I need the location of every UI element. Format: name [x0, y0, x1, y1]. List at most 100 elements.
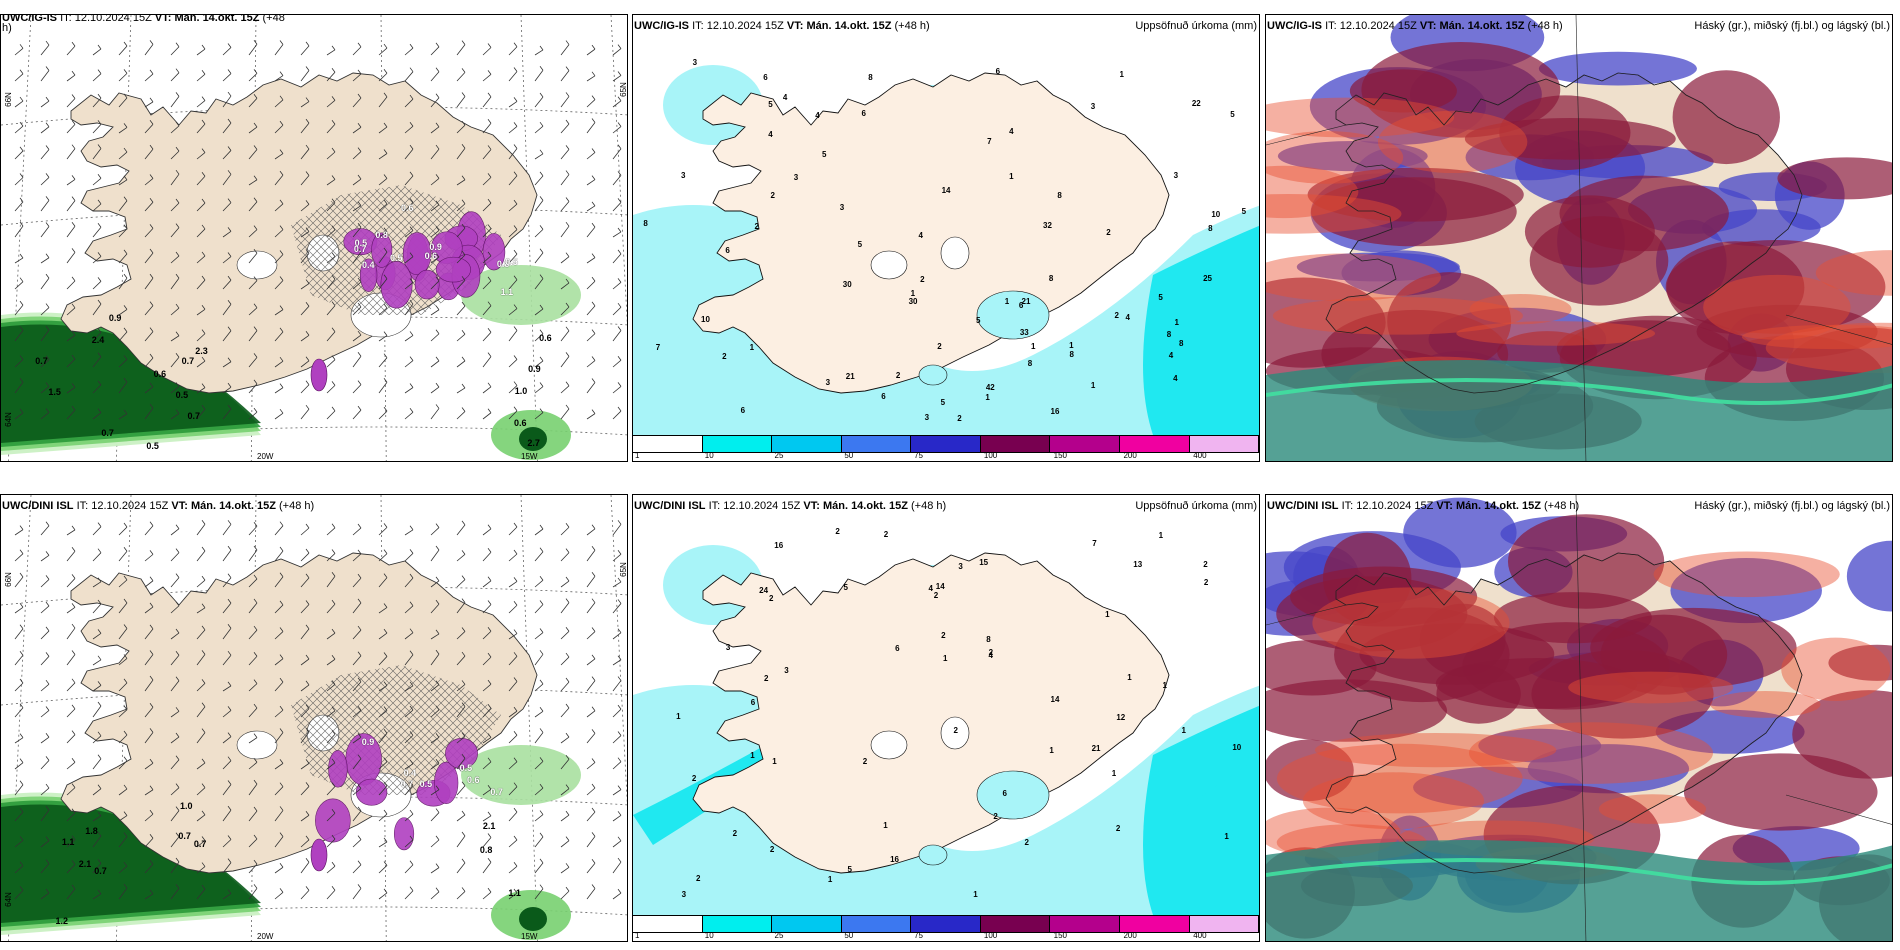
accum-value-label: 2	[732, 829, 738, 839]
accum-value-label: 1	[772, 756, 777, 766]
legend-swatch	[1050, 436, 1120, 452]
accum-value-label: 1	[749, 343, 755, 352]
legend-swatch	[702, 436, 773, 452]
accum-value-label: 1	[1004, 296, 1010, 306]
accum-value-label: 2	[1115, 824, 1121, 834]
accum-value-label: 4	[782, 92, 788, 102]
model-label: UWC/DINI ISL	[634, 500, 706, 512]
accum-value-label: 2	[696, 873, 701, 883]
precip-value-label: 0.7	[35, 355, 48, 366]
legend-tick-label: 200	[1123, 451, 1137, 460]
model-label: UWC/IG-IS	[2, 14, 57, 24]
accum-value-label: 3	[793, 173, 799, 182]
longitude-label: 15W	[521, 932, 538, 941]
accum-value-label: 8	[868, 73, 873, 83]
accum-value-label: 8	[1166, 330, 1172, 340]
panel-header: UWC/DINI ISL IT: 12.10.2024 15Z VT: Mán.…	[1266, 495, 1892, 517]
accumulated-precip-map	[633, 495, 1259, 941]
accum-value-label: 5	[857, 240, 863, 250]
lead-time: (+48 h)	[1544, 500, 1580, 512]
model-label: UWC/DINI ISL	[1267, 500, 1339, 512]
accum-value-label: 3	[924, 413, 930, 423]
accum-value-label: 33	[1019, 327, 1029, 337]
legend-swatch	[911, 436, 981, 452]
accum-value-label: 10	[1232, 742, 1242, 752]
accum-value-label: 2	[993, 811, 998, 821]
accum-value-label: 4	[1173, 373, 1178, 383]
accum-value-label: 7	[987, 137, 992, 146]
accum-value-label: 2	[769, 594, 774, 604]
accum-value-label: 5	[1230, 109, 1235, 119]
accum-value-label: 6	[881, 392, 886, 402]
accum-value-label: 2	[1106, 227, 1111, 237]
field-title: Háský (gr.), miðský (fj.bl.) og lágský (…	[1694, 500, 1890, 512]
precip-value-label: 0.5	[419, 779, 433, 790]
precip-value-label: 1.2	[55, 915, 69, 926]
legend-tick-label: 400	[1193, 451, 1207, 460]
accum-value-label: 2	[937, 342, 942, 352]
accum-value-label: 8	[1178, 338, 1184, 348]
accum-value-label: 2	[770, 191, 775, 201]
legend-tick-label: 150	[1053, 931, 1068, 940]
precip-value-label: 1.0	[514, 386, 528, 397]
latitude-label: 64N	[3, 412, 13, 427]
cloud-cover-map	[1266, 495, 1892, 941]
legend-swatch	[772, 916, 842, 932]
init-time: 12.10.2024 15Z	[706, 20, 784, 32]
accum-value-label: 30	[842, 279, 852, 289]
precip-value-label: 0.5	[390, 253, 403, 264]
accum-value-label: 10	[1211, 209, 1221, 219]
precip-value-label: 0.5	[146, 440, 159, 451]
map-panel-igis-accum-precip: 1 2 3 2 4 4 5 1 2 1 3 6 8 6 4 8 6 1 2 4 5 4 5 6 6 6 1 4 2 3 5 3 1 2 7 8 8 10 1…	[632, 14, 1260, 462]
accum-value-label: 1	[676, 711, 681, 721]
accum-value-label: 6	[725, 246, 730, 256]
map-panel-dini-precip-wind: 0.7 0.7 0.8 0.7 1.8 1.1 1.2 1.0 2.1 2.1 1.1 0.4 0.5 0…	[0, 494, 628, 942]
panel-header: UWC/IG-IS IT: 12.10.2024 15Z VT: Mán. 14…	[1266, 15, 1892, 37]
accum-value-label: 2	[1024, 838, 1029, 848]
map-panel-dini-clouds: UWC/DINI ISL IT: 12.10.2024 15Z VT: Mán.…	[1265, 494, 1893, 942]
accum-value-label: 1	[1049, 746, 1054, 756]
accum-value-label: 2	[953, 725, 958, 735]
accum-value-label: 7	[655, 343, 661, 353]
accum-value-label: 1	[985, 393, 990, 402]
precip-value-label: 1.1	[508, 888, 521, 899]
field-title: Háský (gr.), miðský (fj.bl.) og lágský (…	[1694, 20, 1890, 32]
legend-swatch	[841, 916, 912, 932]
accum-value-label: 1	[1105, 610, 1110, 620]
accum-value-label: 1	[883, 821, 888, 831]
precip-value-label: 0.8	[496, 258, 510, 269]
accum-value-label: 1	[1119, 69, 1124, 79]
panel-header: UWC/DINI ISL IT: 12.10.2024 15Z VT: Mán.…	[1, 495, 627, 517]
accum-value-label: 1	[1224, 832, 1229, 842]
accum-value-label: 1	[1158, 530, 1164, 540]
accum-value-label: 13	[1133, 560, 1143, 570]
legend-swatch	[772, 436, 842, 452]
accum-value-label: 21	[1091, 743, 1101, 753]
accum-value-label: 25	[1203, 274, 1212, 284]
accum-value-label: 6	[740, 406, 746, 416]
precip-value-label: 1.1	[61, 837, 75, 848]
accum-value-label: 1	[910, 288, 916, 298]
accum-value-label: 2	[1114, 310, 1119, 320]
lead-time: (+48 h)	[279, 500, 315, 512]
precip-value-label: 2.1	[78, 858, 92, 869]
wind-precip-map	[1, 495, 627, 941]
legend-tick-label: 1	[635, 451, 640, 460]
precip-value-label: 0.7	[193, 839, 207, 850]
precip-value-label: 0.9	[528, 363, 541, 374]
accum-value-label: 2	[835, 527, 840, 537]
precip-value-label: 0.6	[424, 250, 438, 261]
accum-value-label: 2	[763, 673, 769, 683]
precip-value-label: 0.8	[375, 229, 388, 240]
accum-value-label: 7	[1092, 538, 1097, 548]
accum-value-label: 3	[681, 890, 687, 900]
accum-value-label: 8	[1208, 224, 1213, 233]
accum-value-label: 2	[933, 590, 939, 600]
lead-time-tail: h)	[2, 22, 12, 34]
legend-tick-label: 50	[844, 931, 854, 940]
legend-tick-label: 25	[774, 931, 784, 940]
precip-value-label: 0.5	[459, 762, 473, 773]
precip-value-label: 0.7	[181, 355, 195, 366]
valid-prefix: VT:	[1419, 20, 1437, 32]
legend-tick-label: 50	[844, 451, 854, 460]
